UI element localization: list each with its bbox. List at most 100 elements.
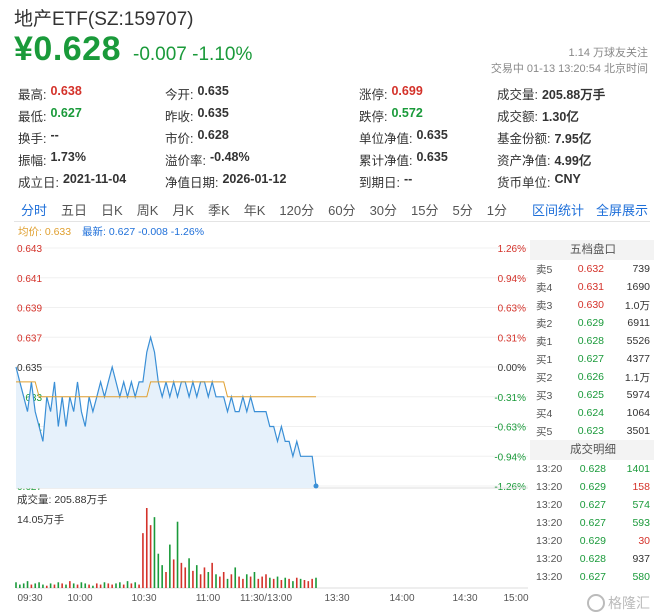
volume-bar xyxy=(61,583,63,588)
watermark-logo-icon xyxy=(587,594,605,612)
volume-bar xyxy=(95,583,98,588)
volume-bar xyxy=(157,553,160,588)
stat-label: 货币单位: xyxy=(497,175,551,190)
tab-5[interactable]: 季K xyxy=(208,202,230,218)
order-level: 买5 xyxy=(536,425,553,438)
stat-item: 净值日期: 2026-01-12 xyxy=(165,172,359,191)
tick-time: 13:20 xyxy=(536,517,563,529)
stat-item: 成交额: 1.30亿 xyxy=(497,106,647,125)
stats-row: 最低: 0.627 昨收: 0.635 跌停: 0.572 成交额: 1.30亿 xyxy=(18,104,650,126)
order-volume: 5526 xyxy=(626,335,650,347)
stat-label: 净值日期: xyxy=(165,175,219,190)
tick-price: 0.627 xyxy=(579,517,606,529)
tab-10[interactable]: 15分 xyxy=(411,202,439,218)
tick-volume: 580 xyxy=(632,571,650,583)
order-level: 卖2 xyxy=(536,317,553,330)
tab-9[interactable]: 30分 xyxy=(369,202,398,218)
order-book-row: 卖1 0.628 5526 xyxy=(530,332,654,350)
volume-bar xyxy=(203,567,206,588)
stat-value: 0.638 xyxy=(50,83,82,98)
volume-bar xyxy=(188,558,190,588)
volume-bar xyxy=(269,577,271,588)
tab-11[interactable]: 5分 xyxy=(452,202,473,218)
volume-bar xyxy=(280,580,283,588)
volume-bar xyxy=(238,576,240,588)
volume-bar xyxy=(249,576,252,588)
order-level: 卖5 xyxy=(536,263,553,276)
tab-6[interactable]: 年K xyxy=(243,202,266,218)
stat-label: 溢价率: xyxy=(165,153,206,168)
order-book-row: 买1 0.627 4377 xyxy=(530,350,654,368)
tab-1[interactable]: 五日 xyxy=(61,202,88,218)
stat-item: 最低: 0.627 xyxy=(18,106,165,125)
volume-bar xyxy=(299,578,302,588)
tab-12[interactable]: 1分 xyxy=(486,202,507,218)
volume-bar xyxy=(126,581,129,588)
tab-2[interactable]: 日K xyxy=(101,202,123,218)
volume-bar xyxy=(172,559,175,588)
order-volume: 739 xyxy=(632,263,650,275)
chart-legend: 均价: 0.633 最新: 0.627 -0.008 -1.26% xyxy=(18,224,204,239)
volume-bar xyxy=(42,584,44,588)
follower-count[interactable]: 1.14 万球友关注 xyxy=(568,47,648,59)
price-area xyxy=(16,337,316,488)
order-book-title: 五档盘口 xyxy=(530,240,654,260)
range-stats-link[interactable]: 区间统计 xyxy=(532,203,585,218)
stat-label: 换手: xyxy=(18,131,47,146)
volume-bar xyxy=(180,562,183,588)
volume-bar xyxy=(199,574,202,588)
last-price-dot xyxy=(313,483,319,489)
tick-price: 0.629 xyxy=(579,481,606,493)
volume-bar xyxy=(222,572,225,588)
stat-value: 1.30亿 xyxy=(541,109,579,124)
y-tick-label: 0.639 xyxy=(17,304,42,315)
volume-label: 成交量: 205.88万手 xyxy=(17,493,107,506)
side-panel: 五档盘口 卖5 0.632 739 卖4 0.631 1690 卖3 0.630 1.0万 卖2 0… xyxy=(530,240,654,586)
stat-item: 成交量: 205.88万手 xyxy=(497,84,647,103)
volume-bar xyxy=(122,584,125,588)
tick-time: 13:20 xyxy=(536,481,563,493)
stat-value: 0.635 xyxy=(416,127,448,142)
volume-bar xyxy=(72,583,75,588)
stat-item: 涨停: 0.699 xyxy=(359,84,497,103)
y-pct-label: 0.31% xyxy=(498,333,526,344)
volume-bar xyxy=(45,585,48,588)
volume-bar xyxy=(145,508,148,588)
volume-bar xyxy=(165,572,167,588)
stat-value: 7.95亿 xyxy=(554,131,592,146)
fund-title: 地产ETF(SZ:159707) xyxy=(14,9,194,30)
volume-bar xyxy=(272,578,275,588)
stat-label: 成交额: xyxy=(497,109,538,124)
x-tick-label: 14:30 xyxy=(452,593,477,604)
tab-8[interactable]: 60分 xyxy=(328,202,356,218)
volume-bar xyxy=(292,581,294,588)
x-tick-label: 10:30 xyxy=(131,593,156,604)
order-price: 0.627 xyxy=(577,353,604,365)
volume-bar xyxy=(226,578,229,588)
stat-item: 单位净值: 0.635 xyxy=(359,128,497,147)
stat-value: 0.635 xyxy=(197,105,229,120)
tab-0[interactable]: 分时 xyxy=(21,202,48,218)
y-pct-label: -0.94% xyxy=(494,452,526,463)
tab-3[interactable]: 周K xyxy=(136,202,159,218)
avg-line xyxy=(16,381,316,398)
stat-label: 最高: xyxy=(18,87,47,102)
intraday-chart[interactable]: 0.643 1.26% 0.641 0.94% 0.639 0.63% 0.637 0.31%… xyxy=(0,0,530,615)
volume-max-label: 14.05万手 xyxy=(17,513,64,526)
order-volume: 5974 xyxy=(626,389,650,401)
tab-7[interactable]: 120分 xyxy=(279,202,315,218)
fullscreen-link[interactable]: 全屏展示 xyxy=(596,203,649,218)
order-level: 买1 xyxy=(536,353,553,366)
stat-label: 资产净值: xyxy=(497,153,551,168)
order-level: 买2 xyxy=(536,371,553,384)
trade-status: 交易中 01-13 13:20:54 北京时间 xyxy=(490,63,648,75)
stats-row: 成立日: 2021-11-04 净值日期: 2026-01-12 到期日: -- 货币单位:… xyxy=(18,170,650,192)
volume-bar xyxy=(307,581,310,588)
x-tick-label: 11:00 xyxy=(196,593,221,604)
stat-value: 2026-01-12 xyxy=(222,171,287,186)
tab-4[interactable]: 月K xyxy=(172,202,195,218)
tick-row: 13:20 0.629 158 xyxy=(530,478,654,496)
stat-label: 累计净值: xyxy=(359,153,413,168)
volume-bar xyxy=(295,577,298,588)
stat-label: 成交量: xyxy=(497,87,538,102)
